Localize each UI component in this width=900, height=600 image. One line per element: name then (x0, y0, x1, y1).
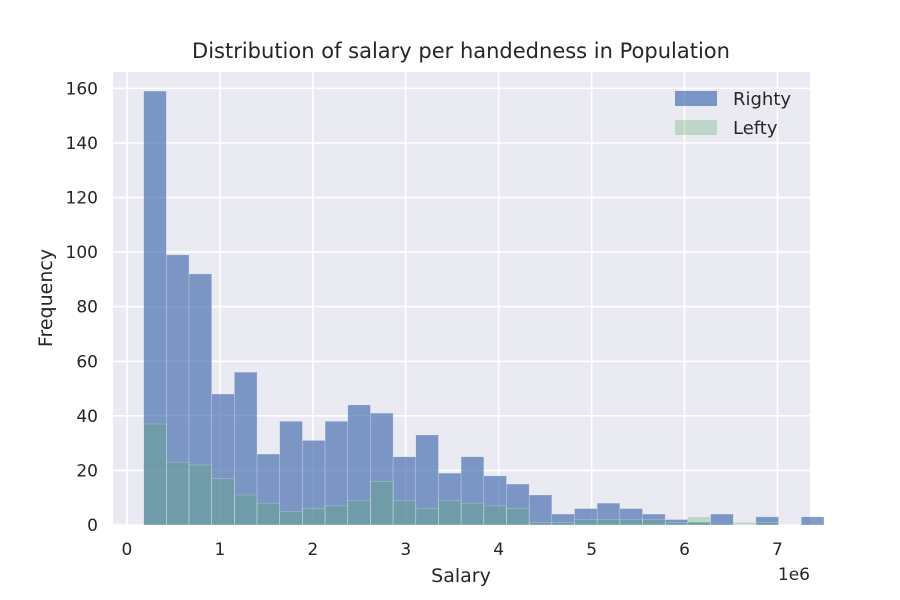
bar-lefty (234, 494, 258, 526)
bar-lefty (619, 519, 643, 526)
y-tick-label: 160 (66, 79, 98, 99)
y-tick-label: 100 (66, 243, 98, 263)
x-tick-label: 5 (586, 540, 597, 560)
y-tick-label: 140 (66, 134, 98, 154)
legend-swatch-lefty (675, 120, 717, 135)
legend-swatch-righty (675, 91, 717, 106)
y-axis-label: Frequency (35, 249, 57, 347)
y-tick-label: 60 (76, 352, 98, 372)
x-axis-offset-label: 1e6 (778, 565, 810, 585)
x-tick-label: 4 (493, 540, 504, 560)
bar-lefty (506, 508, 530, 526)
bar-righty (415, 434, 439, 526)
legend-label-righty: Righty (733, 89, 791, 110)
bar-lefty (664, 521, 689, 526)
bar-lefty (755, 521, 779, 526)
bar-righty (551, 513, 575, 526)
bar-righty (324, 421, 349, 526)
bar-lefty (143, 423, 167, 526)
x-axis-label: Salary (431, 565, 491, 587)
bar-lefty (279, 511, 303, 526)
bar-lefty (687, 516, 711, 526)
bar-lefty (460, 502, 485, 526)
chart-title: Distribution of salary per handedness in… (192, 39, 730, 63)
bar-lefty (166, 461, 190, 526)
bar-lefty (302, 508, 326, 526)
bar-lefty (551, 521, 575, 526)
bar-lefty (596, 519, 621, 526)
series-righty-bars (143, 90, 825, 526)
x-axis-ticks: 0 1 2 3 4 5 6 7 (122, 540, 783, 560)
bar-lefty (483, 505, 507, 526)
y-tick-label: 40 (76, 407, 98, 427)
bar-righty (370, 412, 394, 526)
bar-righty (755, 516, 779, 526)
x-tick-label: 0 (122, 540, 133, 560)
bar-lefty (347, 500, 371, 526)
bar-righty (483, 475, 507, 526)
bar-lefty (438, 500, 462, 526)
y-tick-label: 120 (66, 189, 98, 209)
bar-lefty (392, 500, 417, 526)
bar-lefty (732, 521, 757, 526)
x-tick-label: 6 (679, 540, 690, 560)
bar-righty (279, 421, 303, 526)
bar-righty (256, 453, 281, 526)
y-tick-label: 80 (76, 298, 98, 318)
legend: Righty Lefty (675, 89, 791, 139)
bar-lefty (211, 478, 235, 526)
bar-righty (710, 513, 734, 526)
bar-righty (800, 516, 825, 526)
bar-righty (528, 494, 553, 526)
bar-lefty (256, 502, 281, 526)
bar-lefty (528, 521, 553, 526)
bar-lefty (188, 464, 212, 526)
bar-righty (234, 371, 258, 526)
bar-lefty (324, 505, 349, 526)
bar-lefty (574, 519, 598, 526)
bar-lefty (415, 508, 439, 526)
x-tick-label: 3 (400, 540, 411, 560)
bar-lefty (370, 481, 394, 526)
series-lefty-bars (143, 423, 779, 526)
y-tick-label: 0 (87, 516, 98, 536)
bar-righty (664, 519, 689, 526)
x-tick-label: 7 (772, 540, 783, 560)
x-tick-label: 1 (214, 540, 225, 560)
y-axis-ticks: 0 20 40 60 80 100 120 140 160 (66, 79, 98, 536)
y-tick-label: 20 (76, 461, 98, 481)
legend-label-lefty: Lefty (733, 118, 778, 139)
x-tick-label: 2 (307, 540, 318, 560)
bar-lefty (642, 519, 666, 526)
